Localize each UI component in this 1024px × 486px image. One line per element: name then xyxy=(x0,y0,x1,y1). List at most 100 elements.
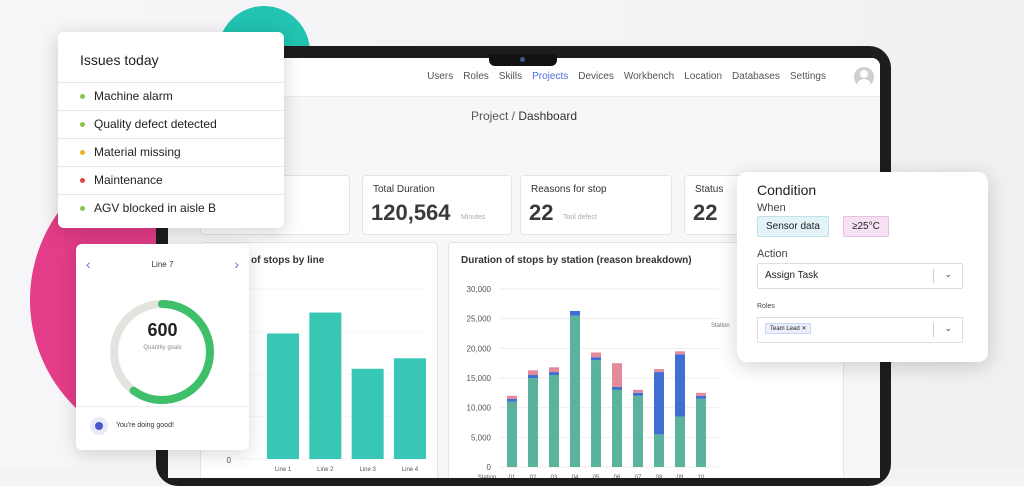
nav-item-skills[interactable]: Skills xyxy=(498,71,523,82)
x-tick-label: Line 2 xyxy=(317,467,334,473)
bar-segment[interactable] xyxy=(549,367,559,373)
role-tag[interactable]: Team Lead ✕ xyxy=(765,323,812,334)
stat-card-total-duration: Total Duration 120,564 Minutes xyxy=(362,175,512,235)
issue-label: Quality defect detected xyxy=(94,117,217,131)
line-gauge-card: ‹ Line 7 › 600 Quantity goals You're doi… xyxy=(76,244,249,450)
select-separator xyxy=(933,269,934,283)
action-select[interactable]: Assign Task ⌄ xyxy=(757,263,963,289)
bar-segment[interactable] xyxy=(633,392,643,396)
threshold-chip[interactable]: ≥25°C xyxy=(843,216,889,237)
condition-card: Condition When Sensor data ≥25°C Action … xyxy=(737,172,988,362)
chevron-down-icon[interactable]: ⌄ xyxy=(944,269,952,279)
bar[interactable] xyxy=(309,312,342,459)
x-tick-label: 07 xyxy=(635,475,642,478)
bar-segment[interactable] xyxy=(549,372,559,376)
y-tick-label: 15,000 xyxy=(467,374,492,383)
stacked-bar-chart-by-station: 0 5,000 10,000 15,000 20,000 25,000 30,000 01 02… xyxy=(467,285,719,478)
nav-item-settings[interactable]: Settings xyxy=(789,71,826,82)
bar-segment[interactable] xyxy=(570,310,580,316)
bar-segment[interactable] xyxy=(507,398,517,402)
bar-segment[interactable] xyxy=(507,395,517,399)
chart-title: Duration of stops by station (reason bre… xyxy=(461,255,692,266)
bar-segment[interactable] xyxy=(570,315,580,467)
gauge-progress-arc xyxy=(110,300,214,404)
bar-segment[interactable] xyxy=(696,392,706,396)
bar-segment[interactable] xyxy=(633,395,643,467)
legend-label: Station xyxy=(711,323,730,329)
issue-list-item[interactable]: Material missing xyxy=(58,138,284,166)
bar-segment[interactable] xyxy=(528,370,538,376)
bar-segment[interactable] xyxy=(696,395,706,399)
issues-today-card: Issues today Machine alarm Quality defect… xyxy=(58,32,284,228)
bar-segment[interactable] xyxy=(612,363,622,387)
status-dot-icon xyxy=(80,122,85,127)
breadcrumb: Project / Dashboard xyxy=(168,109,880,123)
roles-select[interactable]: Team Lead ✕ ⌄ xyxy=(757,317,963,343)
x-tick-label: 09 xyxy=(677,475,684,478)
y-tick-label: 20,000 xyxy=(467,344,492,353)
nav-item-databases[interactable]: Databases xyxy=(732,71,780,82)
breadcrumb-parent[interactable]: Project xyxy=(470,109,509,123)
nav-item-roles[interactable]: Roles xyxy=(463,71,489,82)
nav-item-projects[interactable]: Projects xyxy=(532,71,569,82)
bar-segment[interactable] xyxy=(507,401,517,467)
nav-item-location[interactable]: Location xyxy=(684,71,723,82)
breadcrumb-separator: / xyxy=(511,109,515,123)
chevron-left-icon[interactable]: ‹ xyxy=(86,256,91,272)
bar-segment[interactable] xyxy=(654,372,664,435)
remove-tag-icon[interactable]: ✕ xyxy=(801,326,807,332)
issue-list-item[interactable]: Maintenance xyxy=(58,166,284,194)
bar-segment[interactable] xyxy=(675,416,685,467)
bar-segment[interactable] xyxy=(549,375,559,467)
role-tag-label: Team Lead xyxy=(770,326,800,332)
bar-segment[interactable] xyxy=(675,354,685,417)
user-avatar-icon[interactable] xyxy=(854,67,874,87)
chevron-down-icon[interactable]: ⌄ xyxy=(944,323,952,333)
bar-segment[interactable] xyxy=(675,351,685,355)
bar[interactable] xyxy=(393,358,426,459)
roles-label: Roles xyxy=(757,303,775,310)
stat-value: 22 xyxy=(693,200,718,225)
gauge-value: 600 xyxy=(147,320,178,340)
stat-label: Status xyxy=(695,184,724,195)
bar-segment[interactable] xyxy=(612,386,622,390)
issue-label: AGV blocked in aisle B xyxy=(94,201,217,215)
y-tick-label: 25,000 xyxy=(467,315,492,324)
gauge-title: Line 7 xyxy=(151,260,174,269)
dashboard-screen: Users Roles Skills Projects Devices Workbench… xyxy=(168,58,880,478)
issue-list-item[interactable]: Quality defect detected xyxy=(58,110,284,138)
x-tick-label: 10 xyxy=(698,475,705,478)
issue-list-item[interactable]: Machine alarm xyxy=(58,82,284,110)
camera-notch xyxy=(489,54,557,66)
bar-segment[interactable] xyxy=(696,398,706,467)
bar-segment[interactable] xyxy=(654,434,664,467)
x-tick-label: 02 xyxy=(530,475,537,478)
x-axis-label: Station xyxy=(478,475,497,478)
gauge-message: You're doing good! xyxy=(116,422,174,429)
nav-menu: Users Roles Skills Projects Devices Workbench… xyxy=(417,71,826,82)
bar-segment[interactable] xyxy=(591,352,601,358)
bar-segment[interactable] xyxy=(591,360,601,467)
x-tick-label: 05 xyxy=(593,475,600,478)
nav-item-devices[interactable]: Devices xyxy=(578,71,614,82)
bar-segment[interactable] xyxy=(654,369,664,373)
bar-segment[interactable] xyxy=(528,378,538,467)
bar-segment[interactable] xyxy=(528,375,538,378)
bar-segment[interactable] xyxy=(591,357,601,361)
sensor-data-chip[interactable]: Sensor data xyxy=(757,216,829,237)
action-label: Action xyxy=(757,248,788,260)
bar-segment[interactable] xyxy=(633,389,643,393)
issue-list-item[interactable]: AGV blocked in aisle B xyxy=(58,194,284,222)
x-tick-label: Line 4 xyxy=(402,467,419,473)
nav-item-users[interactable]: Users xyxy=(427,71,454,82)
nav-item-workbench[interactable]: Workbench xyxy=(623,71,675,82)
stat-unit: Minutes xyxy=(461,214,486,221)
issue-label: Machine alarm xyxy=(94,89,173,103)
stat-value: 22 xyxy=(529,200,554,225)
bar[interactable] xyxy=(351,368,384,459)
bar[interactable] xyxy=(267,333,299,459)
bar-segment[interactable] xyxy=(612,389,622,467)
status-dot-icon xyxy=(80,206,85,211)
chart-title: of stops by line xyxy=(251,255,325,266)
chevron-right-icon[interactable]: › xyxy=(234,256,239,272)
